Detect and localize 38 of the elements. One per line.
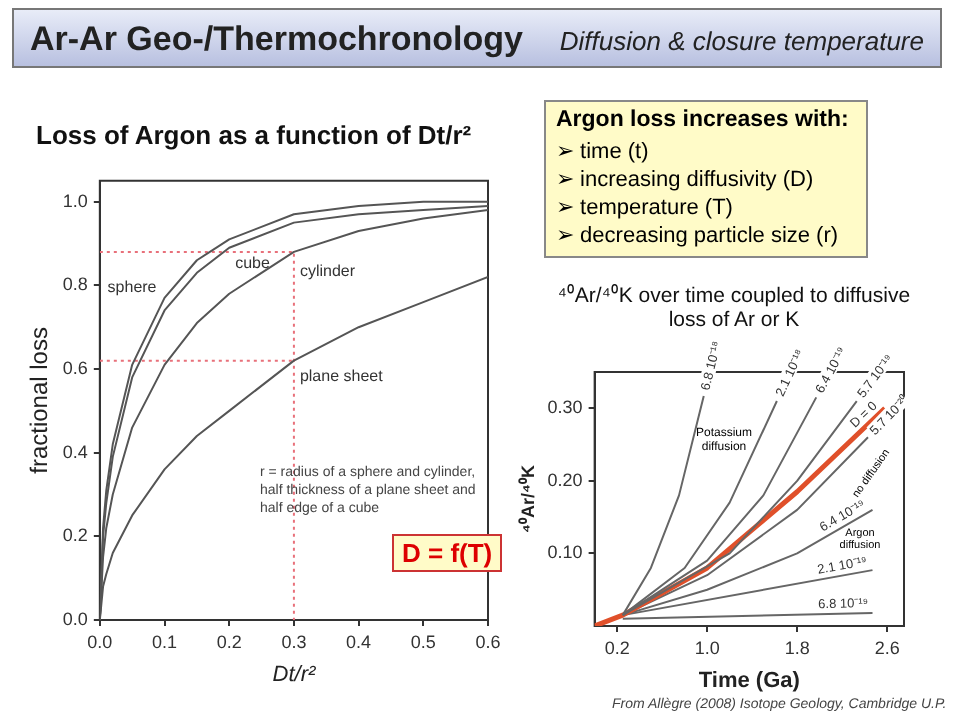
- y-tick-label: 0.20: [547, 469, 583, 490]
- text: Ar-Ar Geo-/Thermochronology: [30, 20, 524, 60]
- y-axis-title: ⁴⁰Ar/⁴⁰K: [517, 464, 538, 533]
- series-label: cylinder: [299, 261, 356, 280]
- x-tick-label: 0.6: [475, 631, 501, 652]
- y-tick-label: 0.4: [62, 441, 88, 462]
- x-tick-label: 0.2: [604, 637, 630, 658]
- x-tick-label: 0.2: [216, 631, 242, 652]
- y-tick-label: 0.0: [62, 608, 88, 629]
- x-tick-label: 1.8: [784, 637, 810, 658]
- text: ➢ temperature (T): [556, 194, 735, 222]
- series-label: cube: [235, 253, 272, 272]
- y-tick-label: 0.30: [547, 397, 583, 418]
- text: ➢ decreasing particle size (r): [556, 222, 841, 250]
- x-tick-label: 0.0: [87, 631, 113, 652]
- series-label: sphere: [107, 277, 158, 296]
- text: ➢ time (t): [556, 138, 651, 166]
- text: Diffusion & closure temperature: [559, 26, 924, 56]
- x-tick-label: 0.3: [281, 631, 307, 652]
- y-tick-label: 0.6: [62, 358, 88, 378]
- x-tick-label: 0.4: [346, 631, 372, 652]
- annotation: D = f(T): [392, 534, 503, 572]
- text: ➢ increasing diffusivity (D): [556, 166, 816, 194]
- series-label: plane sheet: [299, 366, 385, 385]
- x-axis-title: Dt/r²: [272, 662, 316, 687]
- y-tick-label: 0.10: [547, 542, 583, 563]
- x-axis-title: Time (Ga): [698, 668, 801, 693]
- y-tick-label: 1.0: [62, 190, 88, 211]
- y-axis-title: fractional loss: [25, 327, 54, 474]
- y-tick-label: 0.2: [62, 525, 88, 546]
- text: Argon loss increases with:: [556, 108, 851, 132]
- x-tick-label: 0.5: [410, 631, 436, 652]
- y-tick-label: 0.8: [62, 274, 88, 295]
- x-tick-label: 2.6: [874, 637, 900, 658]
- chart-title: ⁴⁰Ar/⁴⁰K over time coupled to diffusive loss of Ar or K: [555, 284, 913, 332]
- x-tick-label: 0.1: [152, 631, 178, 652]
- x-tick-label: 1.0: [694, 637, 720, 658]
- chart-title: Loss of Argon as a function of Dt/r²: [36, 120, 472, 150]
